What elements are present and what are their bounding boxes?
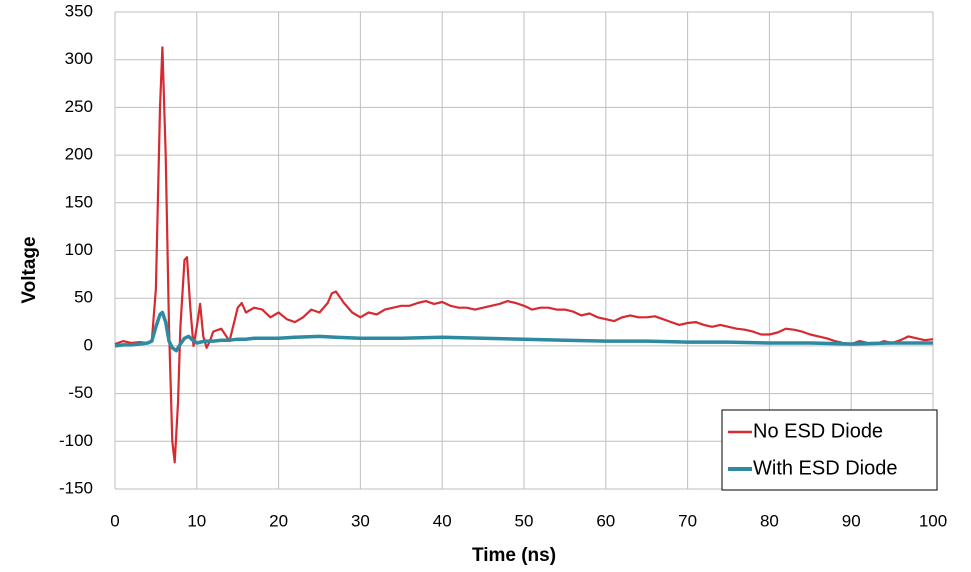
y-tick-label: -150 [59,478,93,497]
x-tick-label: 100 [919,511,947,530]
y-tick-label: -50 [68,383,93,402]
legend-label: No ESD Diode [753,420,883,442]
legend: No ESD Diode With ESD Diode [721,409,938,491]
y-tick-label: 300 [65,49,93,68]
x-tick-label: 30 [351,511,370,530]
data-line [114,310,933,353]
legend-label: With ESD Diode [753,457,898,479]
y-tick-label: -100 [59,431,93,450]
x-tick-label: 20 [269,511,288,530]
y-tick-label: 200 [65,145,93,164]
x-tick-label: 0 [110,511,119,530]
y-tick-label: 250 [65,97,93,116]
y-tick-label: 0 [84,335,93,354]
y-axis-title: Voltage [19,236,40,303]
x-tick-label: 60 [596,511,615,530]
x-tick-label: 90 [842,511,861,530]
legend-box [721,409,938,491]
x-tick-label: 40 [433,511,452,530]
x-tick-label: 70 [678,511,697,530]
y-tick-label: 350 [65,1,93,20]
y-tick-label: 50 [74,288,93,307]
x-tick-label: 50 [515,511,534,530]
x-tick-label: 80 [760,511,779,530]
y-tick-label: 100 [65,240,93,259]
x-tick-label: 10 [187,511,206,530]
data-line [114,46,934,464]
y-tick-label: 150 [65,192,93,211]
x-axis-title: Time (ns) [472,545,556,566]
